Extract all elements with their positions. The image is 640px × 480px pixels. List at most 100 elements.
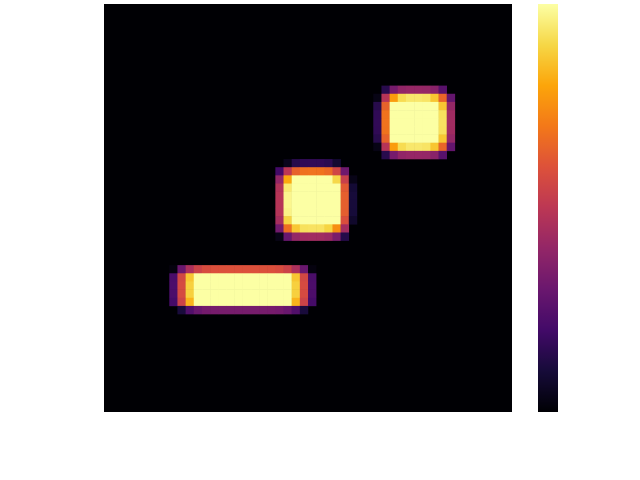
heatmap-cell [430, 110, 439, 119]
heatmap-cell [348, 191, 358, 201]
heatmap-cell [316, 232, 325, 241]
heatmap-cell [446, 93, 456, 103]
heatmap-cell [316, 199, 325, 209]
heatmap-cell [267, 289, 276, 299]
heatmap-cell [299, 199, 309, 209]
heatmap-cell [332, 224, 341, 233]
heatmap-cell [422, 93, 431, 103]
heatmap-cell [414, 110, 423, 119]
heatmap-cell [414, 150, 423, 160]
heatmap-cell [316, 183, 325, 192]
heatmap-cell [185, 289, 195, 299]
heatmap-cell [414, 134, 423, 143]
heatmap-cell [308, 265, 317, 274]
heatmap-cell [242, 289, 252, 299]
heatmap-cell [283, 265, 292, 274]
heatmap-cell [275, 191, 284, 201]
heatmap-cell [234, 265, 243, 274]
heatmap-cell [373, 101, 382, 111]
heatmap-cell [397, 134, 407, 143]
heatmap-cell [259, 265, 268, 274]
heatmap-cell [210, 305, 219, 315]
heatmap-cell [283, 159, 292, 168]
heatmap-cell [234, 289, 243, 299]
heatmap-cell [422, 85, 431, 95]
heatmap-cell [340, 208, 350, 217]
heatmap-cell [308, 183, 317, 192]
heatmap-cell [201, 281, 211, 290]
colorbar [538, 4, 558, 412]
heatmap-cell [332, 199, 341, 209]
heatmap-cell [332, 232, 341, 241]
heatmap-cell [308, 159, 317, 168]
heatmap-cell [397, 126, 407, 135]
heatmap-cell [299, 224, 309, 233]
heatmap-cell [291, 224, 301, 233]
heatmap-cell [308, 199, 317, 209]
heatmap-cell [438, 126, 447, 135]
heatmap-cell [275, 289, 284, 299]
heatmap-cell [275, 265, 284, 274]
heatmap-cell [405, 118, 415, 127]
heatmap-cell [283, 305, 292, 315]
heatmap-cell [340, 175, 350, 184]
heatmap-cell [283, 208, 292, 217]
heatmap-cell [308, 289, 317, 299]
heatmap-cell [308, 208, 317, 217]
heatmap-cell [169, 281, 178, 290]
heatmap-cell [332, 183, 341, 192]
heatmap-cell [430, 150, 439, 160]
heatmap-cell [291, 305, 301, 315]
heatmap-cell [381, 93, 390, 103]
heatmap-cell [316, 191, 325, 201]
heatmap-cell [291, 273, 301, 282]
heatmap-cell [267, 265, 276, 274]
heatmap-cell [234, 281, 243, 290]
heatmap-cell [291, 159, 301, 168]
heatmap-cell [414, 118, 423, 127]
heatmap-cell [275, 305, 284, 315]
heatmap-cell [332, 191, 341, 201]
heatmap-cell [324, 199, 333, 209]
heatmap-cell [389, 142, 399, 152]
heatmap-cell [446, 118, 456, 127]
heatmap-cell [275, 175, 284, 184]
heatmap-cell [299, 216, 309, 225]
heatmap-cell [299, 175, 309, 184]
heatmap-cell [389, 118, 399, 127]
heatmap-cell [430, 93, 439, 103]
heatmap-cell [259, 273, 268, 282]
heatmap-cell [438, 134, 447, 143]
heatmap-cell [250, 297, 260, 307]
heatmap-cell [291, 265, 301, 274]
heatmap-cell [291, 216, 301, 225]
heatmap-cell [438, 85, 447, 95]
heatmap-cell [446, 126, 456, 135]
heatmap-cell [414, 93, 423, 103]
heatmap-cell [340, 216, 350, 225]
heatmap-cell [201, 305, 211, 315]
heatmap-cell [430, 134, 439, 143]
heatmap-cell [185, 265, 195, 274]
heatmap-cell [250, 273, 260, 282]
heatmap-cell [242, 273, 252, 282]
heatmap-cell [291, 208, 301, 217]
heatmap-cell [210, 265, 219, 274]
heatmap-cell [389, 85, 399, 95]
heatmap-cell [226, 289, 235, 299]
heatmap-cell [283, 232, 292, 241]
heatmap-cell [291, 232, 301, 241]
heatmap-cell [373, 142, 382, 152]
heatmap-cell [193, 305, 203, 315]
heatmap-cell [332, 167, 341, 176]
heatmap-cell [308, 216, 317, 225]
heatmap-cell [340, 199, 350, 209]
heatmap-cell [299, 305, 309, 315]
heatmap-cell [438, 142, 447, 152]
heatmap-cell [250, 305, 260, 315]
heatmap-cell [299, 232, 309, 241]
heatmap-cell [324, 224, 333, 233]
heatmap-cell [267, 305, 276, 315]
heatmap-cell [438, 101, 447, 111]
